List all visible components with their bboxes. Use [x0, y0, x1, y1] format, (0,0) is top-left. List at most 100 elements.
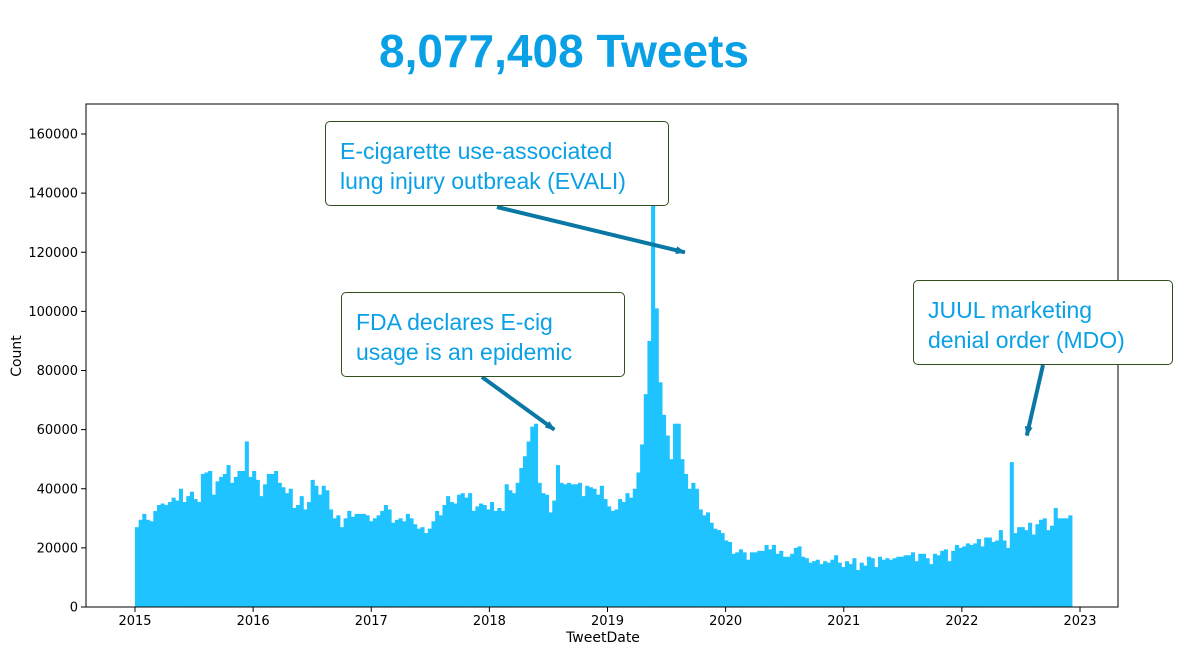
histogram-bar	[402, 521, 407, 607]
annotation-juul-line-2: denial order (MDO)	[928, 327, 1125, 353]
x-axis-label: TweetDate	[565, 630, 640, 646]
x-tick-label: 2017	[355, 614, 388, 629]
histogram-bar	[504, 484, 509, 607]
histogram-bar	[321, 485, 326, 607]
histogram-bar	[716, 530, 722, 607]
histogram-bar	[914, 561, 919, 607]
histogram-bar	[482, 505, 487, 607]
histogram-bar	[757, 550, 762, 607]
histogram-bar	[1006, 547, 1011, 608]
histogram-bar	[1035, 524, 1040, 607]
histogram-bar	[698, 509, 703, 607]
histogram-bar	[782, 556, 787, 607]
histogram-bar	[932, 553, 937, 607]
histogram-bar	[372, 518, 377, 607]
histogram-bar	[713, 528, 718, 607]
histogram-bar	[888, 559, 894, 607]
histogram-bar	[479, 503, 484, 607]
histogram-bar	[709, 522, 714, 607]
histogram-bar	[1061, 518, 1066, 607]
y-tick-label: 160000	[28, 128, 78, 143]
x-tick-label: 2019	[591, 614, 624, 629]
histogram-bar	[965, 543, 970, 607]
histogram-bar	[662, 414, 667, 607]
histogram-bar	[537, 482, 542, 607]
histogram-bar	[640, 444, 645, 607]
y-tick-label: 0	[70, 601, 78, 616]
histogram-bar	[438, 515, 443, 607]
histogram-bar	[570, 484, 575, 607]
histogram-bar	[636, 472, 641, 607]
histogram-bar	[343, 518, 348, 607]
histogram-bar	[566, 482, 571, 607]
histogram-bar	[987, 537, 992, 607]
histogram-bar	[1046, 530, 1051, 607]
histogram-bar	[991, 541, 996, 607]
histogram-bar	[175, 500, 180, 607]
histogram-bar	[222, 473, 227, 607]
histogram-bar	[958, 547, 963, 608]
histogram-bar	[361, 513, 366, 607]
histogram-bar	[548, 512, 553, 607]
histogram-bar	[951, 550, 956, 607]
histogram-bar	[307, 502, 312, 607]
histogram-bar	[142, 513, 147, 607]
histogram-bar	[804, 558, 809, 607]
histogram-bar	[416, 528, 421, 607]
histogram-bar	[574, 484, 579, 607]
histogram-bar	[625, 493, 630, 607]
histogram-bar	[255, 479, 260, 607]
chart-title: 8,077,408 Tweets	[379, 25, 749, 77]
histogram-bar	[1050, 525, 1055, 607]
histogram-bar	[852, 558, 857, 607]
x-tick-label: 2018	[473, 614, 506, 629]
histogram-bar	[358, 513, 363, 607]
histogram-bar	[687, 488, 692, 607]
histogram-bar	[424, 533, 429, 607]
histogram-bar	[607, 506, 612, 607]
histogram-bar	[727, 541, 733, 607]
annotation-evali: E-cigarette use-associated lung injury o…	[325, 121, 669, 206]
histogram-bar	[277, 482, 282, 607]
histogram-bar	[753, 552, 758, 607]
histogram-bar	[790, 553, 795, 607]
histogram-bar	[427, 528, 432, 607]
histogram-bars	[135, 131, 1073, 608]
histogram-bar	[391, 522, 396, 607]
histogram-bar	[629, 497, 634, 607]
histogram-bar	[241, 471, 246, 607]
histogram-bar	[186, 496, 191, 607]
histogram-bar	[164, 505, 169, 607]
histogram-bar	[135, 527, 140, 607]
histogram-bar	[219, 476, 224, 607]
histogram-bar	[1013, 533, 1018, 607]
annotation-arrows	[480, 205, 1045, 437]
histogram-bar	[885, 558, 890, 607]
histogram-bar	[918, 553, 923, 607]
histogram-bar	[724, 540, 729, 607]
histogram-bar	[720, 533, 725, 607]
histogram-bar	[182, 502, 187, 607]
histogram-bar	[497, 507, 502, 607]
histogram-bar	[771, 544, 776, 607]
histogram-bar	[178, 488, 183, 607]
histogram-bar	[702, 515, 707, 607]
histogram-bar	[669, 459, 674, 607]
histogram-bar	[735, 552, 740, 607]
histogram-bar	[749, 552, 754, 607]
histogram-bar	[984, 537, 989, 607]
histogram-bar	[435, 510, 440, 607]
histogram-bar	[1028, 522, 1033, 607]
histogram-bar	[512, 493, 517, 607]
histogram-bar	[248, 476, 253, 607]
histogram-bar	[211, 494, 216, 607]
annotation-evali-line-2: lung injury outbreak (EVALI)	[340, 168, 626, 194]
histogram-bar	[365, 515, 370, 607]
histogram-bar	[237, 471, 242, 607]
histogram-bar	[695, 488, 700, 607]
histogram-bar	[705, 512, 711, 607]
histogram-bar	[980, 546, 985, 607]
histogram-bar	[347, 510, 352, 607]
histogram-bar	[907, 555, 912, 607]
histogram-bar	[837, 562, 842, 607]
